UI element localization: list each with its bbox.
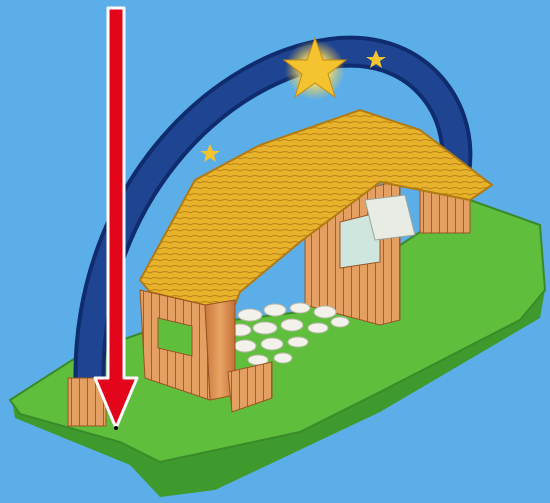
page: Nativity stable {} html, body { margin: … bbox=[0, 0, 550, 503]
scene bbox=[0, 0, 550, 503]
body bbox=[0, 0, 550, 503]
arrow-tip bbox=[114, 426, 118, 430]
small-star bbox=[200, 144, 220, 162]
